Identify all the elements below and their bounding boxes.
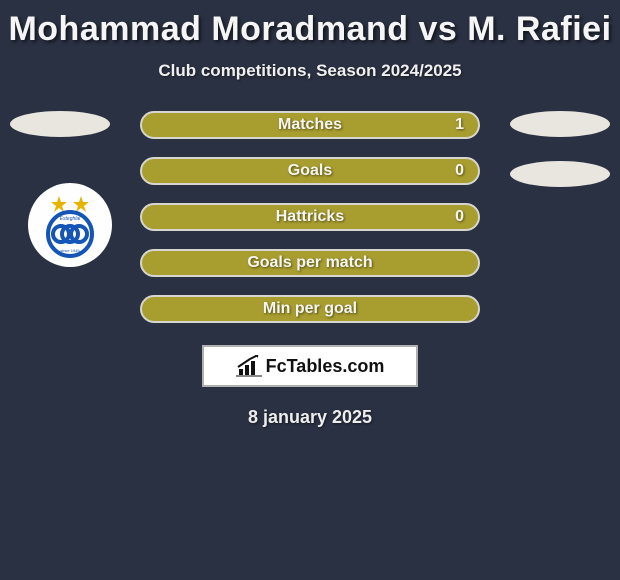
stat-bar: Goals 0	[140, 157, 480, 185]
stat-label: Matches	[278, 116, 342, 134]
page-title: Mohammad Moradmand vs M. Rafiei	[0, 0, 620, 49]
stat-value: 0	[455, 162, 464, 180]
stat-bar: Goals per match	[140, 249, 480, 277]
player-right-placeholder-2	[510, 161, 610, 187]
stat-label: Goals per match	[247, 254, 372, 272]
footer-date: 8 january 2025	[0, 407, 620, 428]
stat-bar: Matches 1	[140, 111, 480, 139]
stat-bars: Matches 1 Goals 0 Hattricks 0 Goals per …	[140, 111, 480, 323]
svg-text:since 1945: since 1945	[60, 248, 80, 253]
stats-section: Esteghlal since 1945 Matches 1 Goals 0 H…	[0, 111, 620, 428]
page-subtitle: Club competitions, Season 2024/2025	[0, 61, 620, 81]
brand-box: FcTables.com	[202, 345, 418, 387]
svg-text:Esteghlal: Esteghlal	[60, 216, 81, 222]
stat-value: 0	[455, 208, 464, 226]
player-right-placeholder-1	[510, 111, 610, 137]
stat-bar: Min per goal	[140, 295, 480, 323]
stat-bar: Hattricks 0	[140, 203, 480, 231]
stat-label: Goals	[288, 162, 332, 180]
stat-label: Min per goal	[263, 300, 357, 318]
esteghlal-badge: Esteghlal since 1945	[28, 183, 112, 267]
club-crest-icon: Esteghlal since 1945	[35, 190, 105, 260]
stat-value: 1	[455, 116, 464, 134]
stat-label: Hattricks	[276, 208, 344, 226]
barchart-icon	[236, 355, 262, 377]
player-left-placeholder	[10, 111, 110, 137]
brand-text: FcTables.com	[266, 356, 385, 377]
